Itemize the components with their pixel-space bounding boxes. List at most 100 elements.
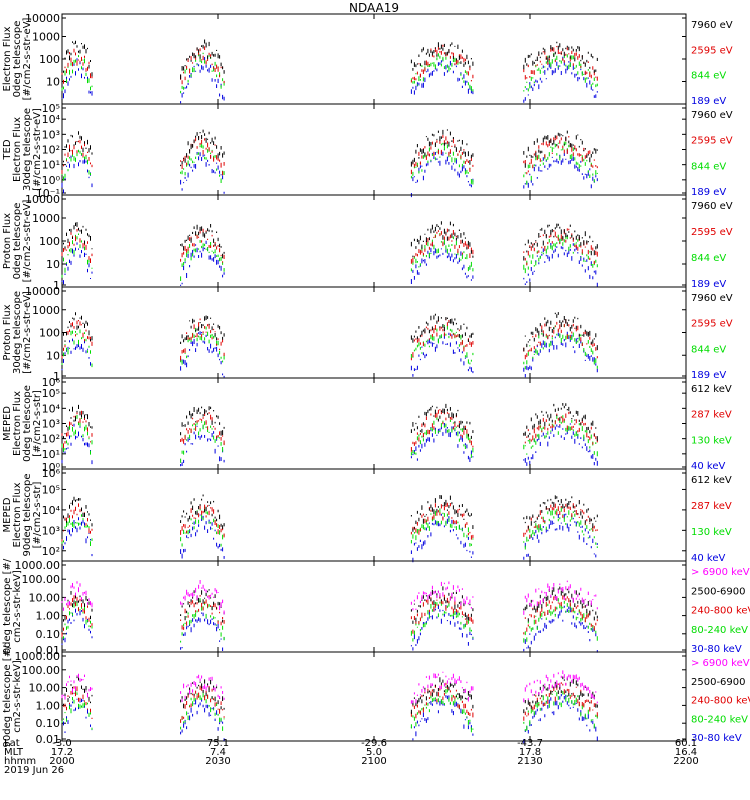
legend-entry: 130 keV bbox=[691, 435, 732, 446]
series-traces bbox=[61, 312, 598, 378]
series-black bbox=[61, 586, 598, 625]
y-axis-label: Proton Flux bbox=[2, 304, 13, 360]
series-blue bbox=[61, 149, 598, 198]
legend-entry: 287 keV bbox=[691, 410, 732, 421]
legend-entry: 30-80 keV bbox=[691, 644, 742, 655]
legend-entry: 40 keV bbox=[691, 553, 725, 564]
y-tick-label: 10⁵ bbox=[42, 483, 60, 496]
x-tick-label-lat: -3.0 bbox=[52, 738, 72, 749]
series-green bbox=[61, 51, 598, 94]
legend-entry: 287 keV bbox=[691, 501, 732, 512]
x-tick-label-lat: 60.1 bbox=[675, 738, 697, 749]
y-tick-label: 10.00 bbox=[29, 682, 61, 695]
y-axis-label: 0deg telescope bbox=[22, 385, 33, 462]
series-traces bbox=[61, 403, 598, 467]
y-tick-label: 0.10 bbox=[36, 717, 61, 730]
series-black bbox=[61, 403, 598, 441]
y-axis-label: Electron Flux bbox=[2, 26, 13, 91]
y-tick-label: 10⁴ bbox=[42, 113, 61, 126]
x-tick-label-mlt: 7.4 bbox=[210, 747, 226, 758]
series-green bbox=[61, 415, 598, 463]
series-red bbox=[61, 227, 598, 266]
legend-entry: 844 eV bbox=[691, 253, 726, 264]
series-black bbox=[61, 676, 598, 717]
y-tick-label: 100 bbox=[39, 53, 60, 66]
series-blue bbox=[61, 331, 598, 378]
series-black bbox=[61, 494, 598, 532]
series-traces bbox=[61, 129, 598, 198]
series-blue bbox=[61, 604, 598, 653]
series-traces bbox=[61, 670, 598, 744]
y-tick-label: 10 bbox=[46, 349, 60, 362]
y-axis-label: 30deg telescope bbox=[22, 108, 33, 191]
y-tick-label: 1.00 bbox=[36, 610, 61, 623]
y-tick-label: 1000 bbox=[32, 304, 60, 317]
y-tick-label: 0.01 bbox=[36, 733, 61, 746]
y-tick-label: 10¹ bbox=[42, 159, 60, 172]
y-axis-label: [#/cm2-s-str-eV] bbox=[32, 108, 43, 191]
x-tick-label-lat: -29.6 bbox=[361, 738, 387, 749]
y-tick-label: 10 bbox=[46, 258, 60, 271]
x-tick-label-mlt: 5.0 bbox=[366, 747, 382, 758]
legend-entry: 844 eV bbox=[691, 161, 726, 172]
legend-entry: 30-80 keV bbox=[691, 733, 742, 744]
y-axis-label: [#/cm2-s-str-eV] bbox=[22, 18, 33, 101]
y-tick-label: 0.01 bbox=[36, 644, 61, 657]
legend-entry: > 6900 keV bbox=[691, 658, 750, 669]
y-axis-label: 0deg telescope bbox=[12, 21, 23, 98]
y-tick-label: 10⁴ bbox=[42, 402, 61, 415]
y-tick-label: 1 bbox=[53, 370, 60, 383]
panel-frame bbox=[61, 103, 687, 196]
series-red bbox=[61, 594, 598, 638]
x-tick-label-hhmm: 2030 bbox=[205, 756, 230, 767]
y-tick-label: 1 bbox=[53, 279, 60, 292]
series-traces bbox=[61, 39, 598, 104]
series-blue bbox=[61, 513, 598, 564]
legend-entry: 240-800 keV bbox=[691, 696, 750, 707]
legend-entry: 612 keV bbox=[691, 475, 732, 486]
series-black bbox=[61, 129, 598, 168]
y-axis-label: Electron Flux bbox=[12, 391, 23, 456]
series-green bbox=[61, 689, 598, 733]
chart-title: NDAA19 bbox=[349, 1, 399, 15]
series-traces bbox=[61, 221, 598, 288]
x-tick-label-hhmm: 2130 bbox=[517, 756, 542, 767]
y-tick-label: 10 bbox=[46, 76, 60, 89]
y-axis-label: 0deg telescope bbox=[12, 203, 23, 280]
legend-entry: 2500-6900 bbox=[691, 677, 746, 688]
date-label: 2019 Jun 26 bbox=[4, 765, 64, 776]
legend-entry: 7960 eV bbox=[691, 293, 733, 304]
legend-entry: 189 eV bbox=[691, 96, 726, 107]
series-green bbox=[61, 141, 598, 185]
y-tick-label: 10² bbox=[42, 545, 60, 558]
y-tick-label: 10⁰ bbox=[42, 461, 61, 474]
series-red bbox=[61, 409, 598, 452]
y-axis-label: Proton Flux bbox=[2, 213, 13, 269]
x-tick-label-lat: 75.1 bbox=[207, 738, 229, 749]
series-blue bbox=[61, 238, 598, 288]
legend-entry: 189 eV bbox=[691, 370, 726, 381]
legend-entry: 2595 eV bbox=[691, 319, 733, 330]
y-tick-label: 100 bbox=[39, 235, 60, 248]
y-tick-label: 1000 bbox=[32, 31, 60, 44]
y-tick-label: 10⁻¹ bbox=[36, 187, 60, 200]
series-blue bbox=[61, 694, 598, 744]
y-tick-label: 100.00 bbox=[22, 573, 61, 586]
series-green bbox=[61, 324, 598, 370]
x-tick-label-hhmm: 2000 bbox=[49, 756, 74, 767]
legend-entry: 844 eV bbox=[691, 71, 726, 82]
series-blue bbox=[61, 56, 598, 104]
legend-entry: 80-240 keV bbox=[691, 625, 748, 636]
series-traces bbox=[61, 580, 598, 653]
legend-entry: 40 keV bbox=[691, 461, 725, 472]
y-axis-label: [#/cm2-s-str-eV] bbox=[22, 291, 33, 374]
series-red bbox=[61, 502, 598, 542]
x-row-label: Lat bbox=[4, 738, 20, 749]
y-tick-label: 10⁶ bbox=[42, 376, 61, 389]
legend-entry: 7960 eV bbox=[691, 110, 733, 121]
